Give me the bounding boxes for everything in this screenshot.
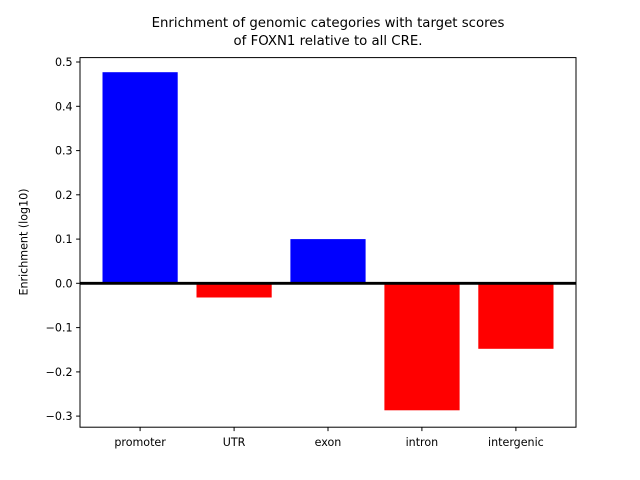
y-tick-label: 0.4 [55, 100, 73, 113]
x-tick-label-intron: intron [406, 436, 439, 449]
y-tick-label: 0.3 [55, 145, 73, 158]
chart-title-line-2: of FOXN1 relative to all CRE. [233, 34, 423, 49]
y-tick-label: −0.3 [46, 410, 73, 423]
y-tick-label: −0.2 [46, 366, 73, 379]
x-tick-label-promoter: promoter [114, 436, 166, 449]
bar-promoter [102, 72, 178, 284]
bar-intergenic [478, 283, 554, 349]
bar-exon [290, 239, 366, 284]
bar-intron [384, 283, 460, 411]
y-tick-label: 0.5 [55, 56, 73, 69]
y-tick-label: −0.1 [46, 322, 73, 335]
bar-UTR [196, 283, 272, 298]
y-tick-label: 0.1 [55, 233, 73, 246]
x-tick-label-exon: exon [315, 436, 342, 449]
chart-title: Enrichment of genomic categories with ta… [80, 15, 576, 51]
y-tick-label: 0.2 [55, 189, 73, 202]
y-tick-label: 0.0 [55, 277, 73, 290]
chart-title-line-1: Enrichment of genomic categories with ta… [151, 16, 505, 31]
x-tick-label-UTR: UTR [223, 436, 246, 449]
x-tick-label-intergenic: intergenic [488, 436, 544, 449]
